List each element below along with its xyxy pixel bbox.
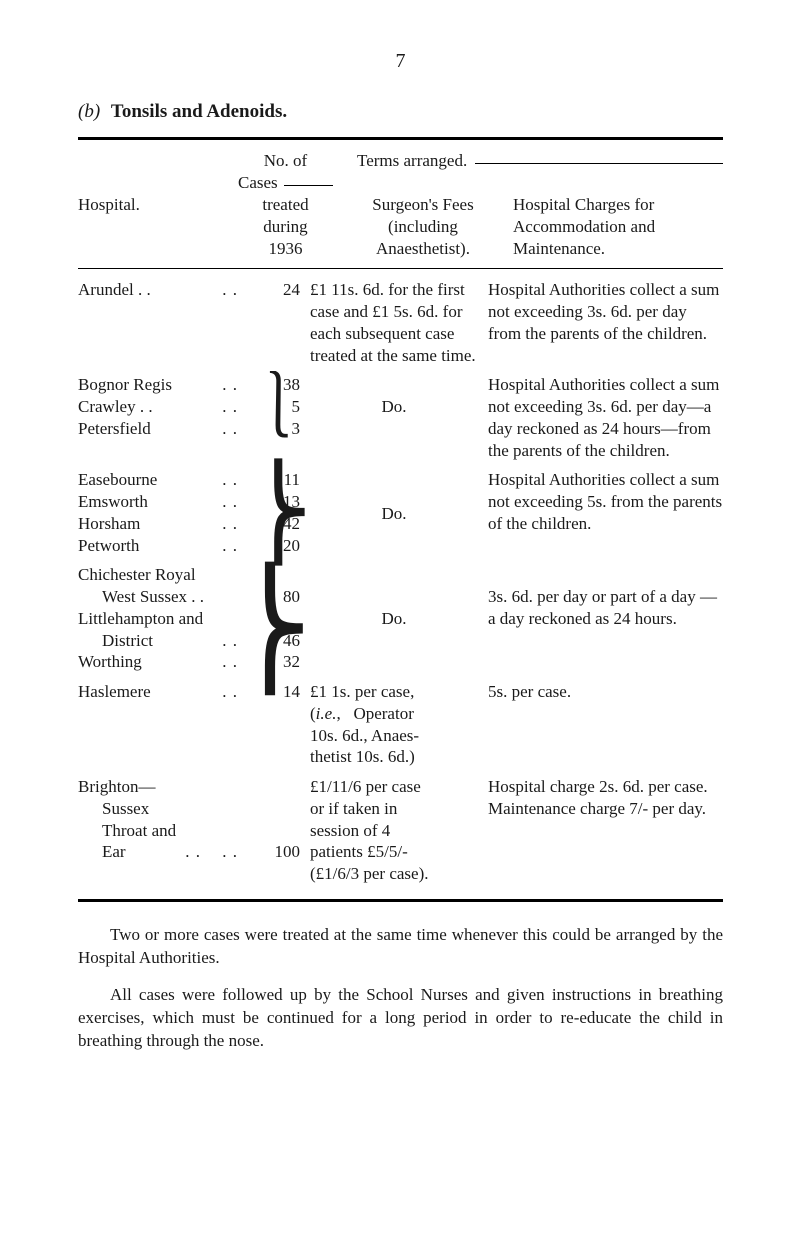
dots: . . <box>222 842 238 861</box>
brace-icon: ⎬ <box>228 574 312 686</box>
hospital-name: Horsham <box>78 513 140 535</box>
brace-icon: ⎱ <box>244 374 312 442</box>
hospital-name: Chichester Royal <box>78 564 238 586</box>
header-dash2-icon <box>284 185 333 186</box>
cases-count: 14 <box>238 681 310 768</box>
dots: . . <box>222 374 238 396</box>
rule-top <box>78 137 723 140</box>
hospital-name: District <box>102 630 153 652</box>
surgeon-fees: Do. <box>310 564 488 673</box>
header-charges2: Accommodation and <box>513 216 723 238</box>
header-dash-icon <box>475 163 723 164</box>
table-row: Chichester Royal West Sussex . . Littleh… <box>78 564 723 673</box>
header-during: during <box>238 216 333 238</box>
hospital-charges: 5s. per case. <box>488 681 723 768</box>
header-surgeon3: Anaesthetist). <box>333 238 513 260</box>
hospital-name: Petworth <box>78 535 139 557</box>
footer-paragraph: All cases were followed up by the School… <box>78 984 723 1053</box>
hospital-name: Crawley . . <box>78 396 153 418</box>
fees-line: patients £5/5/- <box>310 841 478 863</box>
fees-line: (£1/6/3 per case). <box>310 863 478 885</box>
surgeon-fees: £1 1s. per case, (i.e., Operator 10s. 6d… <box>310 681 488 768</box>
header-noof: No. of <box>238 150 333 172</box>
header-charges3: Maintenance. <box>513 238 723 260</box>
hospital-name: Littlehampton and <box>78 608 238 630</box>
table-row: Easebourne . . Emsworth . . Horsham . . Pet… <box>78 469 723 556</box>
header-treated: treated <box>238 194 333 216</box>
dots: . . <box>222 418 238 440</box>
footer-text: Two or more cases were treated at the sa… <box>78 924 723 1053</box>
hospital-name: Haslemere <box>78 681 151 703</box>
header-surgeon1: Surgeon's Fees <box>333 194 513 216</box>
header-year: 1936 <box>238 238 333 260</box>
hospital-name: West Sussex . . <box>78 586 238 608</box>
surgeon-fees: £1 11s. 6d. for the first case and £1 5s… <box>310 279 488 366</box>
table-row: Bognor Regis . . Crawley . . . . Petersfie… <box>78 374 723 461</box>
section-label: (b) <box>78 101 100 122</box>
cases-count: 100 <box>238 841 300 863</box>
dots: . . <box>222 491 238 513</box>
fees-line: thetist 10s. 6d.) <box>310 746 478 768</box>
header-cases: Cases <box>238 172 278 194</box>
header-charges1: Hospital Charges for <box>513 194 723 216</box>
rule-bottom <box>78 899 723 902</box>
rule-mid <box>78 268 723 269</box>
fees-ie: i.e. <box>316 704 337 723</box>
table-header-row2: Cases <box>78 172 723 194</box>
table-row: Brighton— Sussex Throat and Ear . . . . … <box>78 776 723 885</box>
table-row: Arundel . . . . 24 £1 11s. 6d. for the f… <box>78 279 723 366</box>
header-terms: Terms arranged. <box>333 150 475 172</box>
hospital-name: Easebourne <box>78 469 157 491</box>
fees-line: or if taken in <box>310 798 478 820</box>
hospital-charges: Hospital Authorities collect a sum not e… <box>488 374 723 461</box>
dots: . . <box>222 469 238 491</box>
fees-line: £1/11/6 per case <box>310 776 478 798</box>
header-hospital: Hospital. <box>78 194 238 216</box>
hospital-name: Petersfield <box>78 418 151 440</box>
hospital-charges: Hospital charge 2s. 6d. per case. Mainte… <box>488 776 723 885</box>
table-body: Arundel . . . . 24 £1 11s. 6d. for the f… <box>78 279 723 885</box>
hospital-name: Arundel . . <box>78 279 151 301</box>
hospital-charges: 3s. 6d. per day or part of a day — a day… <box>488 564 723 673</box>
table-header: No. of Terms arranged. <box>78 150 723 172</box>
section-heading: Tonsils and Adenoids. <box>111 101 287 122</box>
fees-line: 10s. 6d., Anaes- <box>310 725 478 747</box>
fees-line: (i.e., Operator <box>310 703 478 725</box>
header-surgeon2: (including <box>333 216 513 238</box>
cases-count: 24 <box>238 279 310 366</box>
hospital-name: Bognor Regis <box>78 374 172 396</box>
surgeon-fees: £1/11/6 per case or if taken in session … <box>310 776 488 885</box>
hospital-name: Emsworth <box>78 491 148 513</box>
hospital-name: Ear <box>102 841 126 863</box>
hospital-name: Worthing <box>78 651 142 673</box>
hospital-name: Sussex <box>78 798 238 820</box>
fees-line: session of 4 <box>310 820 478 842</box>
table-row: Haslemere. . 14 £1 1s. per case, (i.e., … <box>78 681 723 768</box>
page-number: 7 <box>78 50 723 73</box>
dots: . . <box>222 279 238 301</box>
brace-icon: ⎬ <box>245 469 313 559</box>
surgeon-fees: Do. <box>310 374 488 461</box>
hospital-charges: Hospital Authorities collect a sum not e… <box>488 469 723 556</box>
footer-paragraph: Two or more cases were treated at the sa… <box>78 924 723 970</box>
dots: . . <box>185 842 201 861</box>
fees-line: £1 1s. per case, <box>310 681 478 703</box>
dots: . . <box>222 513 238 535</box>
hospital-charges: Hospital Authorities collect a sum not e… <box>488 279 723 366</box>
hospital-name: Throat and <box>78 820 238 842</box>
dots: . . <box>222 396 238 418</box>
section-title: (b) Tonsils and Adenoids. <box>78 101 723 123</box>
table-subheader: Hospital. treated during 1936 Surgeon's … <box>78 194 723 260</box>
surgeon-fees: Do. <box>310 469 488 556</box>
dots: . . <box>222 535 238 557</box>
hospital-name: Brighton— <box>78 776 238 798</box>
